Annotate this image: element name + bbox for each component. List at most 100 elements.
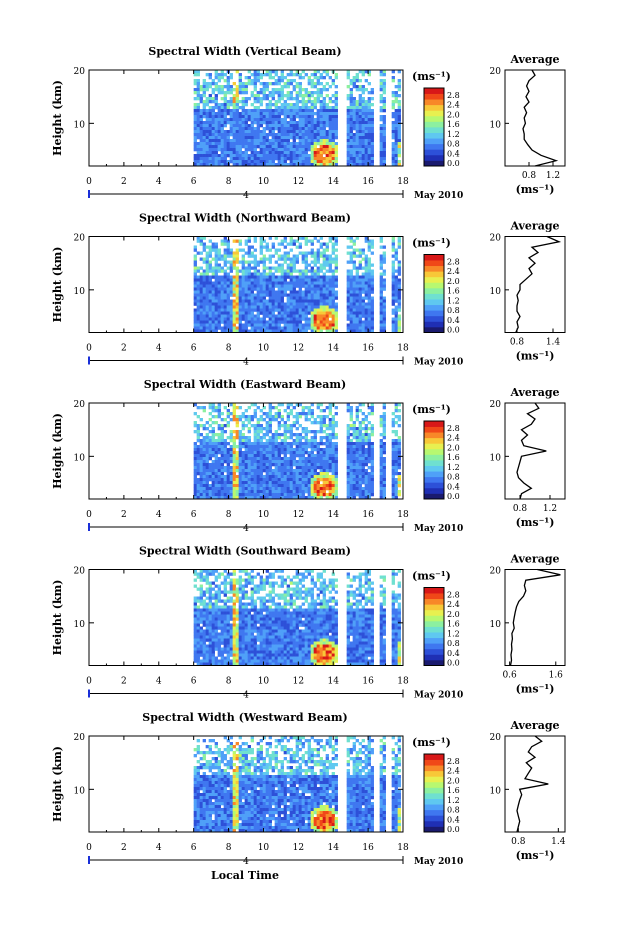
heatmap-cell <box>229 466 233 470</box>
heatmap-cell <box>382 103 386 107</box>
heatmap-cell <box>253 427 257 431</box>
heatmap-cell <box>379 290 383 294</box>
heatmap-cell <box>346 106 350 110</box>
heatmap-cell <box>361 287 365 291</box>
heatmap-cell <box>241 290 245 294</box>
heatmap-cell <box>193 314 197 318</box>
heatmap-cell <box>244 109 248 113</box>
heatmap-cell <box>367 323 371 327</box>
heatmap-cell <box>313 463 317 467</box>
heatmap-cell <box>352 478 356 482</box>
heatmap-cell <box>244 82 248 86</box>
heatmap-cell <box>370 299 374 303</box>
heatmap-cell <box>196 148 200 152</box>
heatmap-cell <box>250 320 254 324</box>
heatmap-cell <box>310 484 314 488</box>
colorbar-swatch <box>424 149 444 156</box>
heatmap-cell <box>358 451 362 455</box>
heatmap-cell <box>322 136 326 140</box>
heatmap-cell <box>196 317 200 321</box>
heatmap-cell <box>280 442 284 446</box>
heatmap-cell <box>229 97 233 101</box>
heatmap-cell <box>205 299 209 303</box>
heatmap-cell <box>259 463 263 467</box>
heatmap-cell <box>229 76 233 80</box>
average-x-tick-label: 1.4 <box>546 338 561 348</box>
heatmap-cell <box>238 296 242 300</box>
heatmap-cell <box>199 88 203 92</box>
heatmap-cell <box>322 484 326 488</box>
heatmap-cell <box>295 451 299 455</box>
heatmap-cell <box>196 478 200 482</box>
heatmap-cell <box>328 496 332 500</box>
heatmap-cell <box>217 472 221 476</box>
heatmap-cell <box>202 308 206 312</box>
heatmap-cell <box>298 251 302 255</box>
heatmap-cell <box>349 457 353 461</box>
heatmap-cell <box>334 278 338 282</box>
heatmap-cell <box>271 242 275 246</box>
heatmap-cell <box>232 139 236 143</box>
heatmap-cell <box>310 463 314 467</box>
heatmap-cell <box>349 472 353 476</box>
heatmap-cell <box>274 493 278 497</box>
heatmap-cell <box>196 118 200 122</box>
heatmap-cell <box>289 236 293 240</box>
heatmap-cell <box>235 326 239 330</box>
heatmap-cell <box>394 112 398 116</box>
heatmap-cell <box>283 287 287 291</box>
heatmap-cell <box>283 278 287 282</box>
heatmap-cell <box>202 157 206 161</box>
heatmap-cell <box>361 305 365 309</box>
heatmap-cell <box>367 305 371 309</box>
heatmap-cell <box>304 281 308 285</box>
heatmap-cell <box>313 103 317 107</box>
heatmap-cell <box>196 163 200 167</box>
heatmap-cell <box>313 484 317 488</box>
heatmap-cell <box>277 305 281 309</box>
heatmap-cell <box>226 475 230 479</box>
heatmap-cell <box>202 127 206 131</box>
heatmap-cell <box>286 496 290 500</box>
heatmap-cell <box>331 308 335 312</box>
heatmap-cell <box>229 472 233 476</box>
heatmap-cell <box>307 269 311 273</box>
heatmap-cell <box>367 145 371 149</box>
heatmap-cell <box>226 293 230 297</box>
heatmap-cell <box>325 457 329 461</box>
heatmap-cell <box>280 266 284 270</box>
heatmap-cell <box>349 433 353 437</box>
heatmap-cell <box>199 493 203 497</box>
heatmap-cell <box>262 142 266 146</box>
heatmap-cell <box>349 460 353 464</box>
heatmap-cell <box>247 296 251 300</box>
heatmap-cell <box>352 266 356 270</box>
heatmap-cell <box>367 433 371 437</box>
heatmap-cell <box>313 85 317 89</box>
heatmap-cell <box>289 493 293 497</box>
heatmap-cell <box>334 160 338 164</box>
heatmap-cell <box>358 109 362 113</box>
colorbar-frame <box>423 87 445 167</box>
heatmap-cell <box>286 424 290 428</box>
heatmap-cell <box>244 157 248 161</box>
heatmap-cell <box>229 451 233 455</box>
heatmap-cell <box>331 430 335 434</box>
heatmap-cell <box>382 73 386 77</box>
panel-1: Spectral Width (Vertical Beam)0 2 4 6 8 10 12 1… <box>51 45 566 201</box>
heatmap-cell <box>220 487 224 491</box>
heatmap-cell <box>379 151 383 155</box>
heatmap-cell <box>235 97 239 101</box>
heatmap-cell <box>211 136 215 140</box>
heatmap-cell <box>331 151 335 155</box>
heatmap-cell <box>349 115 353 119</box>
heatmap-cell <box>259 133 263 137</box>
heatmap-cell <box>322 127 326 131</box>
heatmap-cell <box>313 257 317 261</box>
heatmap-cell <box>319 317 323 321</box>
heatmap-cell <box>217 314 221 318</box>
heatmap-cell <box>304 133 308 137</box>
heatmap-cell <box>367 91 371 95</box>
heatmap-cell <box>361 248 365 252</box>
heatmap-cell <box>352 254 356 258</box>
